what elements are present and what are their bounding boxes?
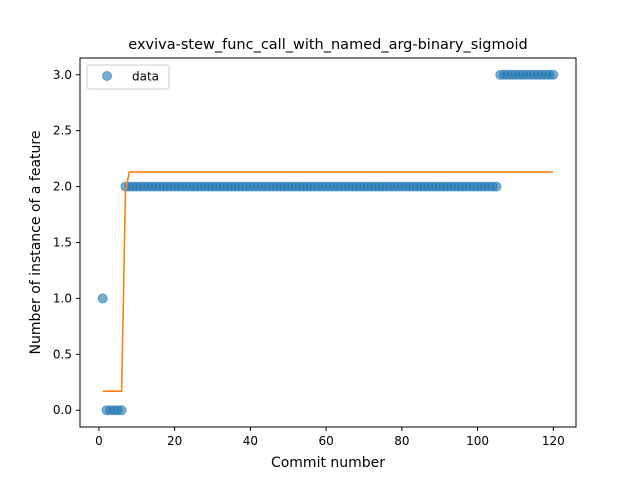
- data-point: [97, 293, 108, 304]
- y-axis: 0.0 0.5 1.0 1.5 2.0 2.5 3.0: [53, 68, 80, 417]
- x-tick-label: 0: [95, 434, 103, 448]
- y-tick-label: 2.5: [53, 124, 72, 138]
- y-tick-label: 0.0: [53, 403, 72, 417]
- data-point: [116, 405, 127, 416]
- x-tick-label: 80: [394, 434, 409, 448]
- x-tick-label: 100: [466, 434, 489, 448]
- data-point: [548, 69, 559, 80]
- legend: data: [86, 64, 170, 90]
- y-tick-label: 1.5: [53, 236, 72, 250]
- legend-label-data: data: [132, 70, 159, 84]
- y-axis-label: Number of instance of a feature: [28, 131, 44, 355]
- legend-box: [86, 64, 170, 90]
- y-tick-label: 0.5: [53, 347, 72, 361]
- plot-area: [97, 69, 559, 416]
- y-tick-label: 2.0: [53, 180, 72, 194]
- y-tick-label: 3.0: [53, 68, 72, 82]
- y-tick-label: 1.0: [53, 291, 72, 305]
- x-tick-label: 120: [542, 434, 565, 448]
- axes-frame: [79, 57, 577, 428]
- x-axis: 0 20 40 60 80 100 120: [95, 427, 565, 448]
- x-tick-label: 40: [243, 434, 258, 448]
- data-point: [491, 181, 502, 192]
- x-axis-label: Commit number: [271, 455, 385, 471]
- chart-title: exviva-stew_func_call_with_named_arg-bin…: [128, 37, 527, 53]
- fit-line: [102, 171, 554, 393]
- x-tick-label: 20: [167, 434, 182, 448]
- legend-marker-data: [102, 71, 112, 81]
- x-tick-label: 60: [318, 434, 333, 448]
